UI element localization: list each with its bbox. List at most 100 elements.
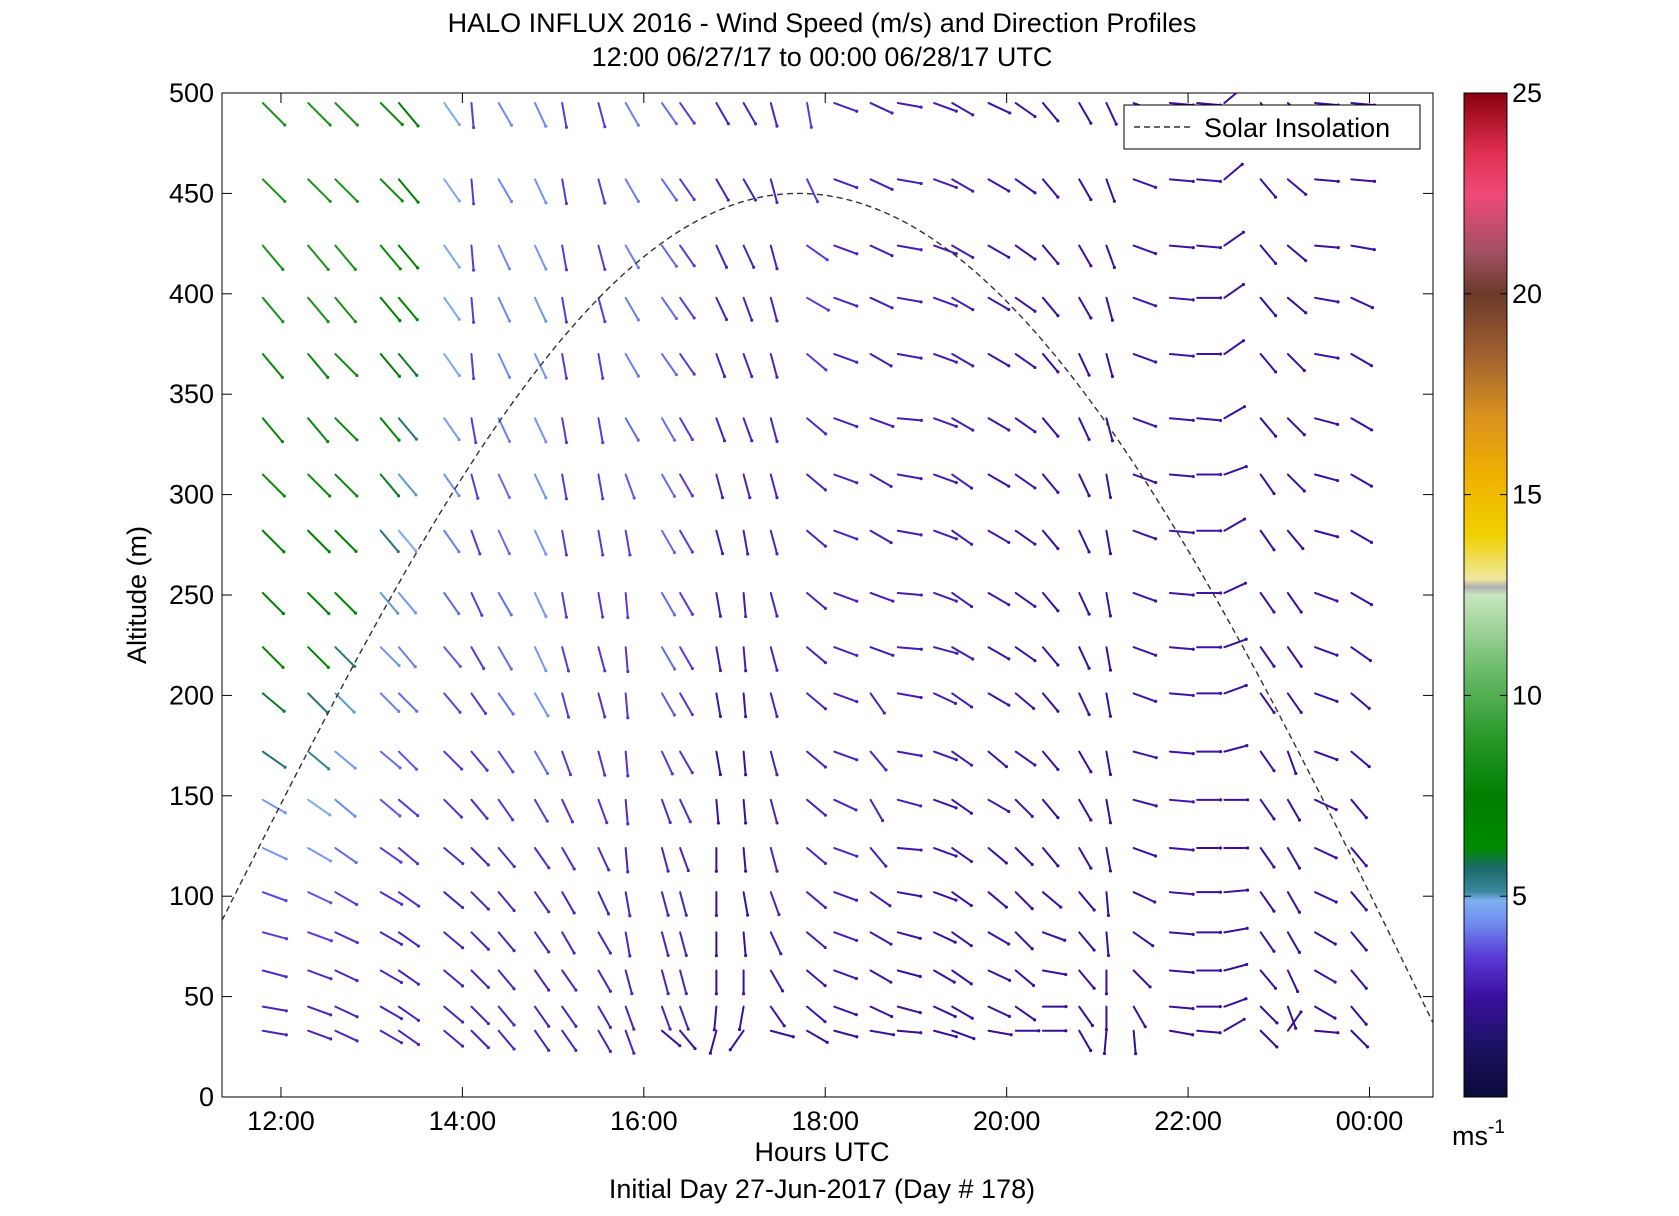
wind-vector bbox=[497, 244, 512, 271]
wind-vector bbox=[470, 750, 489, 772]
wind-vector bbox=[1196, 691, 1223, 695]
wind-vector bbox=[533, 473, 548, 500]
wind-vector bbox=[679, 417, 694, 442]
wind-vector bbox=[1286, 591, 1303, 614]
wind-vector bbox=[397, 102, 420, 128]
wind-vector bbox=[715, 750, 723, 777]
wind-vector bbox=[933, 798, 958, 810]
wind-vector bbox=[987, 353, 1011, 368]
y-tick-label: 250 bbox=[169, 580, 214, 610]
wind-vector bbox=[933, 353, 958, 364]
wind-vector bbox=[443, 891, 465, 910]
wind-vector bbox=[1132, 692, 1158, 703]
wind-vector bbox=[379, 591, 400, 615]
wind-vector bbox=[334, 591, 358, 615]
wind-vector bbox=[1223, 517, 1247, 532]
wind-vector bbox=[1078, 473, 1091, 498]
wind-vector bbox=[443, 692, 462, 714]
wind-vector bbox=[379, 529, 400, 554]
wind-vector bbox=[379, 473, 401, 498]
wind-vector bbox=[1014, 296, 1037, 313]
wind-vector bbox=[806, 417, 828, 436]
wind-vector bbox=[397, 931, 421, 948]
wind-vector bbox=[497, 798, 515, 822]
wind-vector bbox=[833, 692, 859, 704]
wind-vector bbox=[1078, 102, 1093, 125]
wind-vector bbox=[497, 1029, 516, 1051]
wind-vector bbox=[1350, 847, 1368, 868]
wind-vector bbox=[715, 591, 723, 618]
wind-vector bbox=[951, 750, 974, 767]
wind-vector bbox=[624, 473, 636, 500]
wind-vector bbox=[443, 178, 461, 203]
wind-vector bbox=[1014, 1005, 1037, 1022]
wind-vector bbox=[261, 692, 286, 713]
wind-vector bbox=[742, 102, 758, 126]
wind-vector bbox=[742, 178, 758, 202]
wind-vector bbox=[597, 931, 613, 955]
wind-vector bbox=[397, 178, 420, 204]
wind-vector bbox=[987, 931, 1011, 946]
wind-vector bbox=[1314, 417, 1340, 426]
wind-vector bbox=[470, 1005, 490, 1026]
y-tick-label: 400 bbox=[169, 279, 214, 309]
wind-vector bbox=[933, 646, 959, 655]
wind-vector bbox=[1105, 798, 1113, 825]
wind-vector bbox=[806, 692, 827, 711]
wind-vector bbox=[533, 591, 548, 619]
y-tick-label: 500 bbox=[169, 78, 214, 108]
wind-vector bbox=[397, 847, 420, 866]
wind-vector bbox=[1078, 798, 1093, 822]
wind-vector bbox=[1105, 750, 1113, 777]
wind-vector bbox=[1314, 353, 1340, 360]
colorbar-tick-label: 25 bbox=[1512, 78, 1542, 108]
wind-vector bbox=[1168, 296, 1195, 302]
wind-vector bbox=[833, 591, 859, 603]
wind-vector bbox=[1014, 591, 1037, 609]
wind-vector bbox=[443, 1029, 465, 1048]
x-tick-label: 12:00 bbox=[247, 1106, 315, 1136]
wind-vector bbox=[679, 847, 690, 873]
wind-vector bbox=[715, 353, 727, 379]
wind-vector bbox=[1259, 847, 1276, 869]
wind-vector bbox=[987, 529, 1011, 545]
wind-vector bbox=[769, 529, 779, 556]
wind-vector bbox=[933, 244, 958, 256]
wind-vector bbox=[1350, 1005, 1368, 1026]
wind-vector bbox=[712, 1005, 718, 1032]
wind-vector bbox=[896, 296, 923, 304]
wind-vector bbox=[1286, 244, 1308, 263]
wind-vector bbox=[1132, 646, 1158, 657]
y-tick-label: 0 bbox=[199, 1082, 214, 1112]
wind-vector bbox=[624, 1005, 636, 1031]
wind-vector bbox=[806, 529, 827, 548]
wind-vector bbox=[597, 969, 613, 993]
wind-vector bbox=[597, 847, 611, 872]
wind-vector bbox=[334, 847, 358, 865]
wind-vector bbox=[307, 244, 330, 271]
wind-vector bbox=[951, 296, 975, 312]
wind-vector bbox=[1350, 353, 1374, 368]
wind-vector bbox=[896, 178, 923, 186]
wind-vector bbox=[1014, 798, 1034, 818]
x-axis-secondary-label: Initial Day 27-Jun-2017 (Day # 178) bbox=[609, 1174, 1035, 1204]
wind-vector bbox=[379, 847, 403, 864]
wind-vector bbox=[497, 1005, 516, 1027]
wind-vector bbox=[679, 473, 694, 498]
wind-vector bbox=[951, 529, 974, 546]
wind-vector bbox=[533, 417, 548, 444]
wind-vector bbox=[443, 798, 464, 819]
wind-vector bbox=[597, 750, 607, 777]
wind-vector bbox=[896, 529, 923, 537]
wind-vector bbox=[1014, 750, 1037, 767]
wind-vector bbox=[1196, 472, 1223, 477]
solar-insolation-curve bbox=[222, 192, 1433, 1024]
wind-vector bbox=[1078, 591, 1091, 616]
y-tick-label: 450 bbox=[169, 178, 214, 208]
wind-vector bbox=[561, 750, 573, 777]
wind-vector bbox=[261, 296, 285, 324]
wind-vector bbox=[397, 591, 418, 615]
wind-vector bbox=[742, 591, 748, 619]
wind-vector bbox=[806, 646, 827, 665]
wind-vector bbox=[987, 417, 1011, 432]
